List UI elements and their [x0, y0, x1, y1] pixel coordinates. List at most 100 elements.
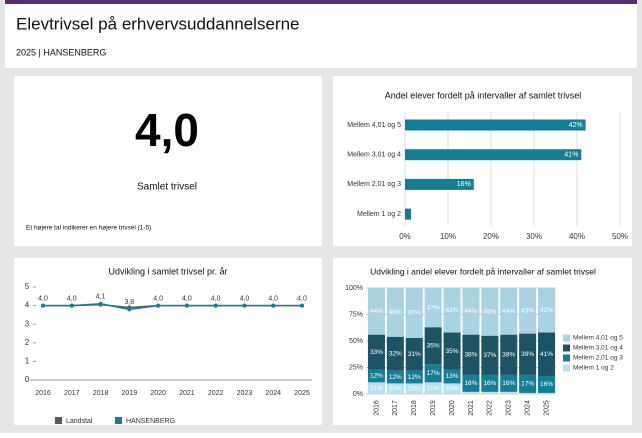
kpi-note: Et højere tal indikerer en højere trivse… — [26, 225, 151, 232]
value-label: 12% — [389, 374, 402, 381]
bar-segment — [481, 391, 499, 394]
bar-segment — [500, 391, 518, 394]
x-tick-label: 2021 — [468, 400, 475, 416]
legend-label: HANSENBERG — [126, 418, 175, 425]
value-label: 42% — [540, 307, 553, 314]
value-label: 4,0 — [268, 295, 278, 302]
x-tick-label: 2020 — [150, 390, 166, 397]
bar — [405, 149, 582, 161]
bar-segment — [538, 375, 556, 393]
bar-segment — [424, 364, 442, 383]
bar-segment — [405, 337, 423, 371]
x-tick-label: 2018 — [93, 390, 109, 397]
kpi-value: 4,0 — [135, 104, 199, 156]
value-label: 46% — [389, 309, 402, 316]
bar-segment — [367, 382, 385, 394]
value-label: 4,0 — [182, 295, 192, 302]
legend-swatch — [563, 344, 570, 352]
value-label: 44% — [370, 308, 383, 315]
value-label: 4,0 — [67, 295, 77, 302]
bar-segment — [462, 391, 480, 394]
bar-segment — [424, 327, 442, 365]
y-tick-label: 3 — [25, 319, 30, 328]
x-tick-label: 2022 — [487, 400, 494, 416]
bar — [405, 178, 474, 190]
x-tick-label: 50% — [612, 232, 628, 241]
bar-segment — [424, 288, 442, 328]
header-bar — [5, 0, 637, 4]
value-label: 3,8 — [124, 299, 134, 306]
y-tick-label: 1 — [25, 357, 30, 366]
x-tick-label: 20% — [483, 232, 499, 241]
x-tick-label: 2023 — [237, 390, 253, 397]
x-tick-label: 2019 — [430, 400, 437, 416]
bar-segment — [367, 334, 385, 370]
bar-segment — [481, 374, 499, 392]
x-tick-label: 2019 — [122, 390, 138, 397]
value-label: 35% — [446, 348, 459, 355]
value-label: 16% — [540, 381, 553, 388]
value-label: 43% — [521, 308, 534, 315]
legend-swatch — [563, 334, 570, 342]
y-tick-label: 25% — [349, 364, 363, 371]
y-tick-label: 2 — [25, 338, 30, 347]
value-label: 32% — [389, 350, 402, 357]
y-tick-label: 50% — [349, 338, 363, 345]
value-label: 4,0 — [211, 295, 221, 302]
bar-segment — [443, 288, 461, 333]
bar-segment — [405, 383, 423, 394]
value-label: 17% — [521, 381, 534, 388]
x-tick-label: 2016 — [373, 400, 380, 416]
value-label: 44% — [502, 308, 515, 315]
bar-segment — [500, 334, 518, 375]
value-label: 10% — [389, 385, 402, 392]
series-line — [43, 302, 302, 311]
value-label: 39% — [521, 351, 534, 358]
y-tick-label: 0 — [25, 375, 30, 384]
header-subtitle: 2025 | HANSENBERG — [16, 47, 106, 57]
bar — [405, 208, 412, 220]
bar-segment — [424, 382, 442, 394]
bar-segment — [405, 370, 423, 384]
value-label: 4,0 — [240, 295, 250, 302]
x-tick-label: 2024 — [265, 390, 281, 397]
value-label: 33% — [370, 349, 383, 356]
bar-segment — [386, 336, 404, 371]
point — [127, 307, 132, 312]
value-label: 10% — [446, 385, 459, 392]
bar-segment — [386, 370, 404, 384]
x-tick-label: 2017 — [64, 390, 80, 397]
bar-segment — [519, 333, 537, 375]
value-label: 11% — [427, 385, 440, 392]
y-tick-label: Mellem 1 og 2 — [357, 211, 401, 218]
point — [98, 301, 103, 306]
x-tick-label: 10% — [440, 232, 456, 241]
x-tick-label: 40% — [569, 232, 585, 241]
bar-segment — [481, 288, 499, 336]
bar-segment — [386, 383, 404, 394]
bar-segment — [538, 332, 556, 376]
legend-label: Mellem 3,01 og 4 — [573, 345, 623, 352]
value-label: 4,0 — [38, 295, 48, 302]
panel — [333, 76, 632, 246]
x-tick-label: 2018 — [411, 400, 418, 416]
value-label: 42% — [446, 307, 459, 314]
legend-swatch — [563, 354, 570, 362]
value-label: 12% — [408, 374, 421, 381]
bar-segment — [443, 369, 461, 384]
value-label: 38% — [464, 351, 477, 358]
bar-segment — [500, 374, 518, 392]
point — [69, 303, 74, 308]
y-tick-label: Mellem 3,01 og 4 — [347, 152, 401, 159]
value-label: 31% — [408, 351, 421, 358]
bar-segment — [481, 335, 499, 375]
y-tick-label: 5 — [25, 282, 30, 291]
kpi-label: Samlet trivsel — [137, 182, 197, 193]
value-label: 38% — [502, 351, 515, 358]
bar-segment — [538, 392, 556, 394]
value-label: 37% — [483, 352, 496, 359]
value-label: 10% — [408, 385, 421, 392]
point — [271, 303, 276, 308]
value-label: 4,0 — [153, 295, 163, 302]
